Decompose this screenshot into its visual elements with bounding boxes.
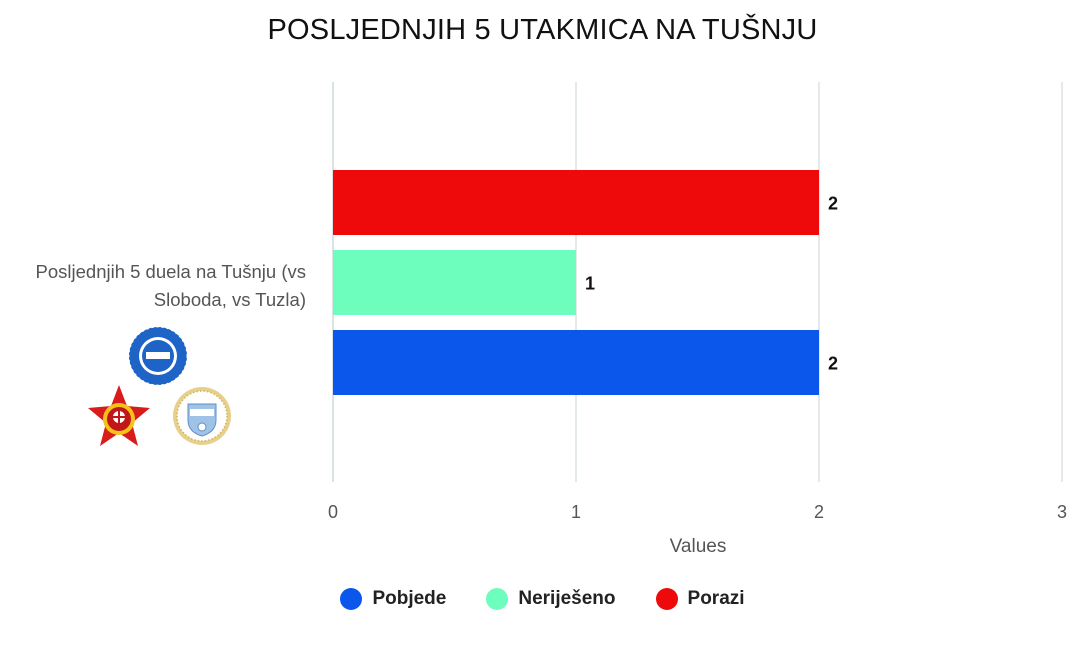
club-logo-blue-icon [127, 325, 189, 387]
club-logo-tuzla-city-icon [173, 387, 231, 445]
legend-label-porazi: Porazi [687, 588, 745, 609]
bar-pobjede [333, 330, 819, 395]
category-label: Posljednjih 5 duela na Tušnju (vs Slobod… [35, 261, 306, 310]
x-tick-label: 1 [571, 502, 581, 522]
bar-value-label: 2 [828, 354, 838, 374]
x-tick-label: 0 [328, 502, 338, 522]
legend-item-pobjede: Pobjede [340, 588, 446, 610]
x-tick-label: 2 [814, 502, 824, 522]
legend-item-porazi: Porazi [655, 588, 745, 610]
legend-label-nerijeseno: Neriješeno [518, 588, 616, 609]
bar-porazi [333, 170, 819, 235]
legend-label-pobjede: Pobjede [372, 588, 447, 609]
x-axis-label: Values [670, 536, 727, 557]
legend-dot-nerijeseno [486, 588, 509, 610]
legend-item-nerijeseno: Neriješeno [486, 588, 616, 610]
x-tick-labels: 0 1 2 3 [328, 502, 1067, 522]
club-logo-red-star-icon [88, 385, 150, 446]
bar-nerijeeno [333, 250, 576, 315]
chart-title: POSLJEDNJIH 5 UTAKMICA NA TUŠNJU [267, 14, 818, 46]
bar-value-labels: 2 1 2 [585, 194, 838, 374]
x-tick-label: 3 [1057, 502, 1067, 522]
bar-value-label: 1 [585, 274, 595, 294]
legend: Pobjede Neriješeno Porazi [0, 588, 1080, 610]
legend-dot-pobjede [340, 588, 363, 610]
bar-value-label: 2 [828, 194, 838, 214]
legend-dot-porazi [655, 588, 678, 610]
bars [333, 170, 819, 395]
